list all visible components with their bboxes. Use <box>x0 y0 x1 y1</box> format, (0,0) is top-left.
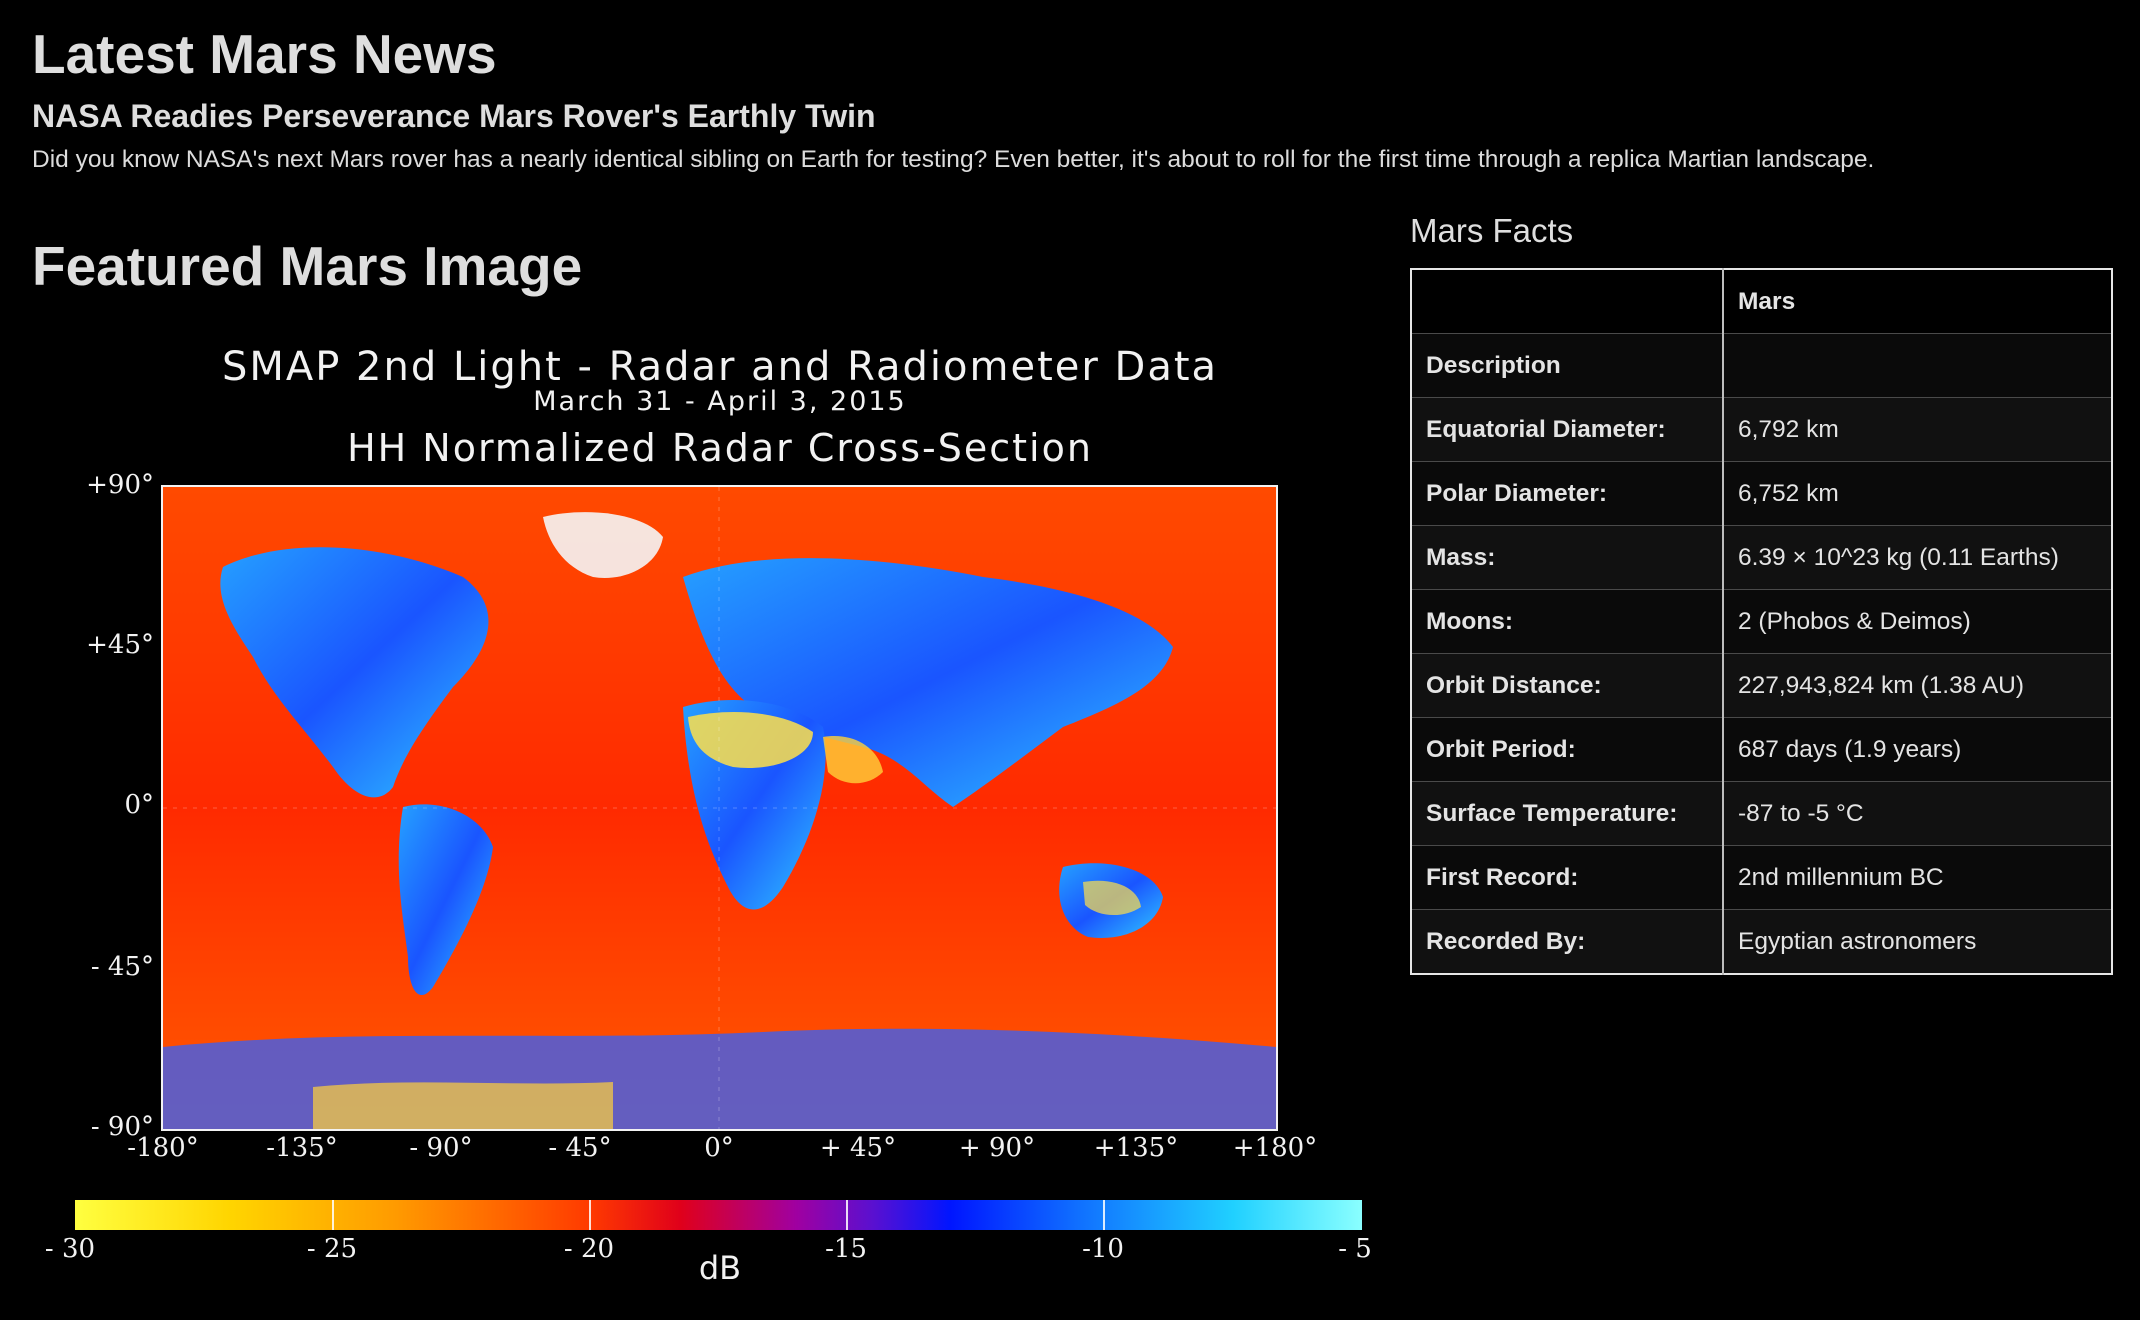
table-header-row: Mars <box>1410 268 2113 334</box>
fact-key: Description <box>1410 333 1724 398</box>
featured-image: SMAP 2nd Light - Radar and Radiometer Da… <box>45 334 1380 1294</box>
lat-label-45n: +45° <box>86 630 154 660</box>
colorbar-unit: dB <box>698 1249 742 1287</box>
world-map-graphic <box>163 487 1276 1129</box>
fact-value: 2nd millennium BC <box>1722 845 2113 910</box>
featured-image-heading: Featured Mars Image <box>32 235 583 297</box>
colorbar-label: - 25 <box>306 1234 358 1264</box>
table-row: Moons: 2 (Phobos & Deimos) <box>1410 589 2113 654</box>
mars-facts-table: Mars Description Equatorial Diameter: 6,79… <box>1410 268 2113 975</box>
fact-key: Equatorial Diameter: <box>1410 397 1724 462</box>
table-row: Equatorial Diameter: 6,792 km <box>1410 397 2113 462</box>
lat-label-0: 0° <box>124 790 154 820</box>
lon-label-90e: + 90° <box>958 1133 1036 1163</box>
table-row: Orbit Period: 687 days (1.9 years) <box>1410 717 2113 782</box>
fact-key: Mass: <box>1410 525 1724 590</box>
lon-label-180w: -180° <box>127 1133 199 1163</box>
fact-value: Egyptian astronomers <box>1722 909 2113 975</box>
fact-value: 2 (Phobos & Deimos) <box>1722 589 2113 654</box>
table-row: First Record: 2nd millennium BC <box>1410 845 2113 910</box>
lon-label-135e: +135° <box>1093 1133 1179 1163</box>
table-header-cell: Mars <box>1722 268 2113 334</box>
lon-label-45w: - 45° <box>548 1133 612 1163</box>
lon-label-0: 0° <box>704 1133 734 1163</box>
fact-value: -87 to -5 °C <box>1722 781 2113 846</box>
image-subtitle: HH Normalized Radar Cross-Section <box>347 426 1093 470</box>
lat-label-90n: +90° <box>86 470 154 500</box>
fact-value: 227,943,824 km (1.38 AU) <box>1722 653 2113 718</box>
fact-key: Polar Diameter: <box>1410 461 1724 526</box>
news-teaser: Did you know NASA's next Mars rover has … <box>32 146 1875 173</box>
fact-value: 6,792 km <box>1722 397 2113 462</box>
fact-value: 687 days (1.9 years) <box>1722 717 2113 782</box>
colorbar <box>75 1200 1362 1230</box>
latest-news-heading: Latest Mars News <box>32 23 497 85</box>
fact-key: Recorded By: <box>1410 909 1724 975</box>
fact-key: First Record: <box>1410 845 1724 910</box>
table-row: Polar Diameter: 6,752 km <box>1410 461 2113 526</box>
colorbar-label: -10 <box>1082 1234 1124 1264</box>
fact-key: Orbit Period: <box>1410 717 1724 782</box>
radar-world-map <box>161 485 1278 1131</box>
colorbar-label: -15 <box>825 1234 867 1264</box>
mars-facts-body: Description Equatorial Diameter: 6,792 km P… <box>1410 333 2113 975</box>
lat-label-90s: - 90° <box>90 1112 154 1142</box>
colorbar-label: - 30 <box>44 1234 96 1264</box>
table-row: Surface Temperature: -87 to -5 °C <box>1410 781 2113 846</box>
fact-value: 6,752 km <box>1722 461 2113 526</box>
fact-value: 6.39 × 10^23 kg (0.11 Earths) <box>1722 525 2113 590</box>
fact-value <box>1722 333 2113 398</box>
colorbar-tick <box>846 1200 848 1230</box>
fact-key: Surface Temperature: <box>1410 781 1724 846</box>
colorbar-tick <box>589 1200 591 1230</box>
lon-label-180e: +180° <box>1232 1133 1318 1163</box>
image-dates: March 31 - April 3, 2015 <box>533 386 907 417</box>
lon-label-135w: -135° <box>266 1133 338 1163</box>
table-row: Recorded By: Egyptian astronomers <box>1410 909 2113 975</box>
fact-key: Orbit Distance: <box>1410 653 1724 718</box>
image-title: SMAP 2nd Light - Radar and Radiometer Da… <box>221 344 1219 390</box>
table-row: Orbit Distance: 227,943,824 km (1.38 AU) <box>1410 653 2113 718</box>
colorbar-tick <box>1103 1200 1105 1230</box>
colorbar-tick <box>332 1200 334 1230</box>
lon-label-90w: - 90° <box>409 1133 473 1163</box>
lon-label-45e: + 45° <box>819 1133 897 1163</box>
table-header-cell <box>1410 268 1724 334</box>
fact-key: Moons: <box>1410 589 1724 654</box>
colorbar-label: - 20 <box>563 1234 615 1264</box>
table-row: Mass: 6.39 × 10^23 kg (0.11 Earths) <box>1410 525 2113 590</box>
table-row: Description <box>1410 333 2113 398</box>
lat-label-45s: - 45° <box>90 952 154 982</box>
colorbar-label: - 5 <box>1338 1234 1372 1264</box>
news-headline: NASA Readies Perseverance Mars Rover's E… <box>32 98 876 134</box>
mars-facts-heading: Mars Facts <box>1410 212 1574 249</box>
